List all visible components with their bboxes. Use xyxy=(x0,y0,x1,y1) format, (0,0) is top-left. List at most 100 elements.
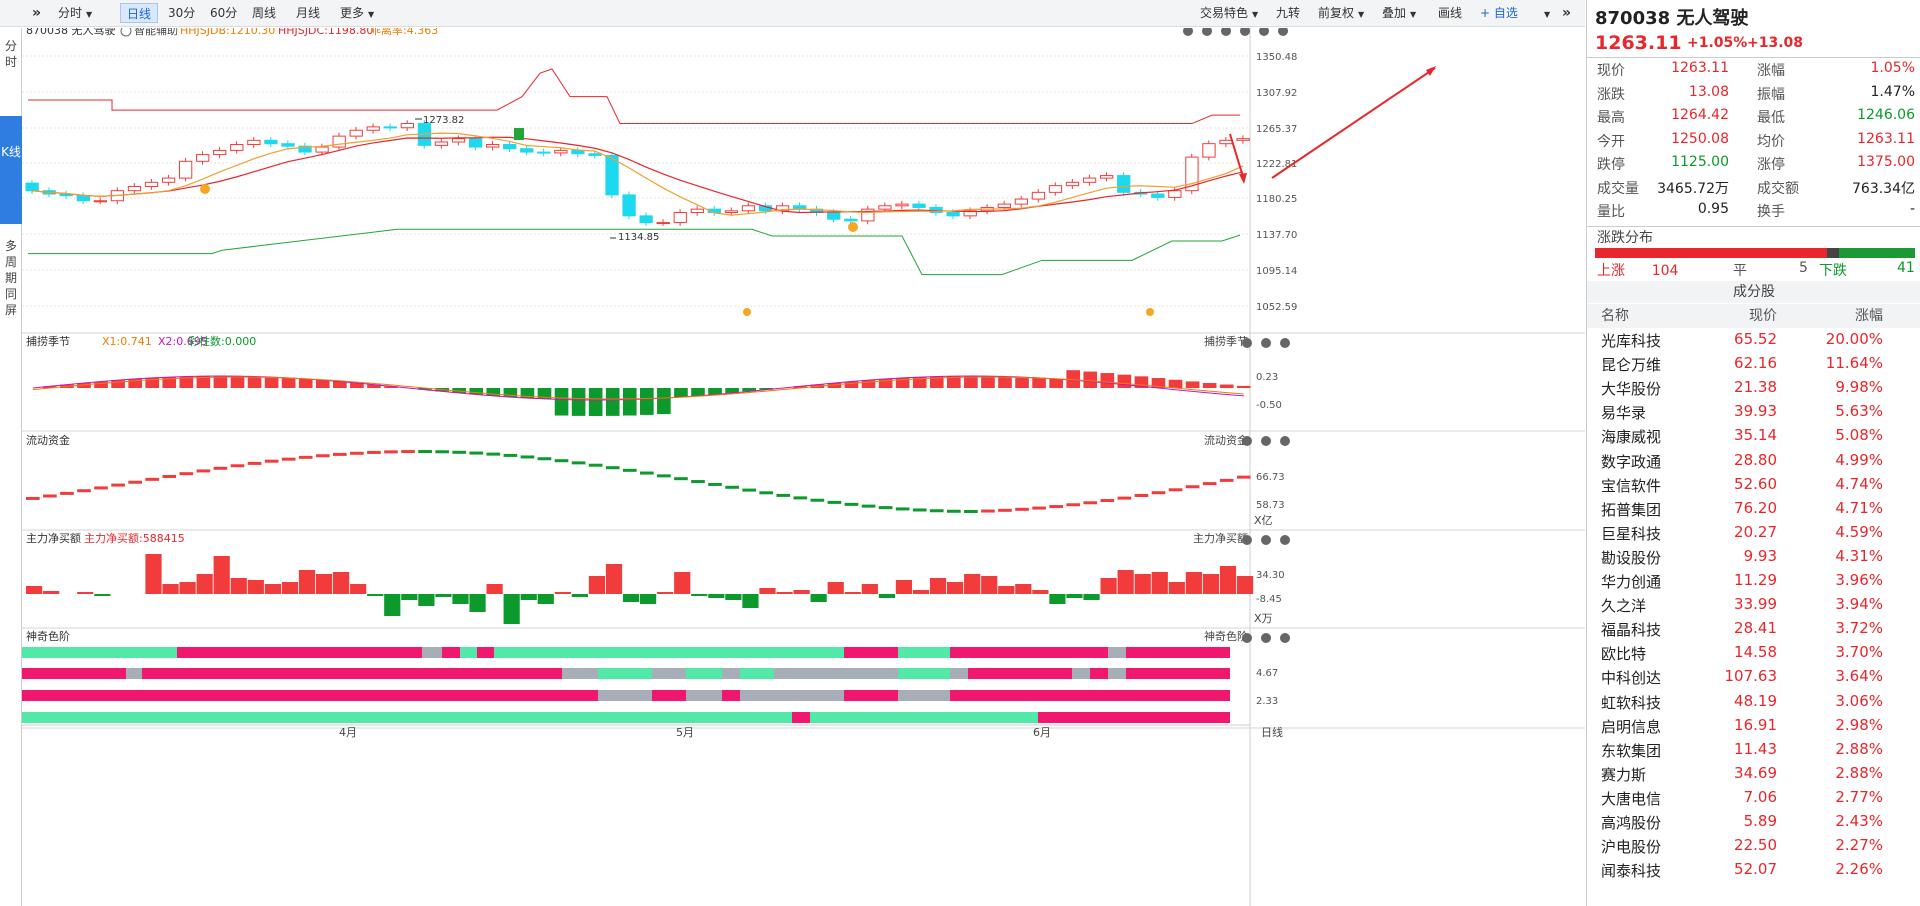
sub1-bar xyxy=(486,388,501,396)
annotation-arrow xyxy=(1229,133,1245,181)
constituent-row[interactable]: 拓普集团 76.20 4.71% xyxy=(1601,498,1883,519)
settings-icon[interactable] xyxy=(1242,633,1252,643)
zoom-out-icon[interactable] xyxy=(1221,28,1231,36)
constituent-row[interactable]: 宝信软件 52.60 4.74% xyxy=(1601,474,1883,495)
sub1-title: 捕捞季节 xyxy=(26,334,70,348)
sub1-bar xyxy=(827,382,842,388)
help-icon[interactable] xyxy=(1261,633,1271,643)
settings-icon[interactable] xyxy=(1240,28,1250,36)
zoom-in-icon[interactable] xyxy=(1202,28,1212,36)
color-band-segment xyxy=(844,668,898,679)
constituent-row[interactable]: 中科创达 107.63 3.64% xyxy=(1601,667,1883,688)
help-icon[interactable] xyxy=(1259,28,1269,36)
color-band-segment xyxy=(1108,668,1126,679)
sub3-value: 主力净买额:588415 xyxy=(84,531,185,545)
tool-0[interactable]: 交易特色 ▼ xyxy=(1194,3,1264,23)
constituent-row[interactable]: 勘设股份 9.93 4.31% xyxy=(1601,546,1883,567)
tab-2[interactable]: 30分 xyxy=(168,6,196,20)
constituent-row[interactable]: 海康威视 35.14 5.08% xyxy=(1601,426,1883,447)
sub3-bar xyxy=(1049,594,1066,604)
candle-body xyxy=(537,151,551,154)
color-band-segment xyxy=(598,668,652,679)
tool-4[interactable]: 画线 xyxy=(1438,6,1463,20)
close-icon[interactable] xyxy=(1280,436,1290,446)
sub1-bar xyxy=(929,376,944,388)
close-icon[interactable] xyxy=(1278,28,1288,36)
tool-5[interactable]: + 自选 xyxy=(1480,6,1518,20)
kline-chart[interactable]: 1350.48 1307.92 1265.37 1222.81 1180.25 1137.… xyxy=(22,28,1585,906)
sub2-bar xyxy=(708,482,722,486)
up-count: 上涨 104 xyxy=(1597,263,1679,279)
settings-icon[interactable] xyxy=(1242,436,1252,446)
month-label: 5月 xyxy=(676,726,694,739)
constituent-row[interactable]: 福晶科技 28.41 3.72% xyxy=(1601,619,1883,640)
tab-5[interactable]: 月线 xyxy=(296,6,321,20)
sub2-bar xyxy=(622,468,637,472)
close-icon[interactable] xyxy=(1280,535,1290,545)
help-icon[interactable] xyxy=(1261,436,1271,446)
constituent-row[interactable]: 沪电股份 22.50 2.27% xyxy=(1601,836,1883,857)
help-icon[interactable] xyxy=(1261,338,1271,348)
candle-body xyxy=(366,126,380,131)
refresh-icon[interactable] xyxy=(1183,28,1193,36)
tab-0[interactable]: 分时 ▼ xyxy=(52,3,98,23)
color-band-segment xyxy=(950,647,1108,658)
constituent-row[interactable]: 易华录 39.93 5.63% xyxy=(1601,402,1883,423)
constituent-row[interactable]: 数字政通 28.80 4.99% xyxy=(1601,450,1883,471)
candle-body xyxy=(997,203,1011,208)
indicator-hhjsjdb: HHJSJDB:1210.30 xyxy=(180,28,275,37)
constituents-header: 名称 现价 涨幅 xyxy=(1587,304,1920,328)
settings-icon[interactable] xyxy=(1242,535,1252,545)
sub3-bar xyxy=(230,578,247,594)
collapse-icon[interactable]: » xyxy=(32,5,42,21)
color-band-segment xyxy=(792,712,810,723)
sub1-bar xyxy=(554,388,569,416)
candle-body xyxy=(161,177,176,183)
quote-row: 现价 1263.11 涨幅 1.05% xyxy=(1597,60,1915,79)
constituent-row[interactable]: 巨星科技 20.27 4.59% xyxy=(1601,522,1883,543)
close-icon[interactable] xyxy=(1280,633,1290,643)
constituent-row[interactable]: 高鸿股份 5.89 2.43% xyxy=(1601,812,1883,832)
sub2-bar xyxy=(640,471,654,475)
constituent-row[interactable]: 东软集团 11.43 2.88% xyxy=(1601,739,1883,760)
tab-4[interactable]: 周线 xyxy=(252,6,277,20)
dist-bar-flat xyxy=(1827,248,1839,258)
tab-1[interactable]: 日线 xyxy=(120,3,159,23)
watchlist-dropdown-icon[interactable]: ▼ xyxy=(1544,10,1551,19)
quote-row: 成交量 3465.72万 成交额 763.34亿 xyxy=(1597,180,1915,197)
constituent-row[interactable]: 大唐电信 7.06 2.77% xyxy=(1601,787,1883,808)
tool-1[interactable]: 九转 xyxy=(1276,6,1301,20)
sub1-bar xyxy=(196,376,211,388)
constituent-row[interactable]: 久之洋 33.99 3.94% xyxy=(1601,595,1883,616)
candle-body xyxy=(486,144,500,148)
side-tab-multi-period[interactable]: 多周期同屏 xyxy=(4,239,17,317)
help-icon[interactable] xyxy=(1261,535,1271,545)
close-icon[interactable] xyxy=(1280,338,1290,348)
side-tab-kline[interactable]: K线 xyxy=(0,116,22,224)
color-band-segment xyxy=(562,668,598,679)
side-tab-intraday[interactable]: 分时 xyxy=(4,39,17,69)
candle-body xyxy=(656,222,670,225)
tool-3[interactable]: 叠加 ▼ xyxy=(1376,3,1422,23)
tab-3[interactable]: 60分 xyxy=(210,6,238,20)
constituent-row[interactable]: 赛力斯 34.69 2.88% xyxy=(1601,763,1883,784)
sub1-x2: X2:0.695 xyxy=(158,335,208,348)
buy-signal-icon xyxy=(848,222,858,232)
sub2-bar xyxy=(1236,475,1251,479)
expand-icon[interactable]: » xyxy=(1562,5,1572,21)
settings-icon[interactable] xyxy=(1242,338,1252,348)
constituent-row[interactable]: 闻泰科技 52.07 2.26% xyxy=(1601,860,1883,881)
color-band-segment xyxy=(22,690,598,701)
candle-body xyxy=(673,212,687,224)
tool-2[interactable]: 前复权 ▼ xyxy=(1312,3,1370,23)
constituent-row[interactable]: 启明信息 16.91 2.98% xyxy=(1601,715,1883,736)
constituent-row[interactable]: 虹软科技 48.19 3.06% xyxy=(1601,691,1883,712)
constituent-row[interactable]: 大华股份 21.38 9.98% xyxy=(1601,378,1883,399)
constituent-row[interactable]: 欧比特 14.58 3.70% xyxy=(1601,643,1883,664)
sub2-bar xyxy=(554,459,569,463)
candle-body xyxy=(332,135,346,148)
tab-6[interactable]: 更多 ▼ xyxy=(334,3,380,23)
constituent-row[interactable]: 光库科技 65.52 20.00% xyxy=(1601,330,1883,350)
constituent-row[interactable]: 华力创通 11.29 3.96% xyxy=(1601,571,1883,591)
constituent-row[interactable]: 昆仑万维 62.16 11.64% xyxy=(1601,354,1883,375)
